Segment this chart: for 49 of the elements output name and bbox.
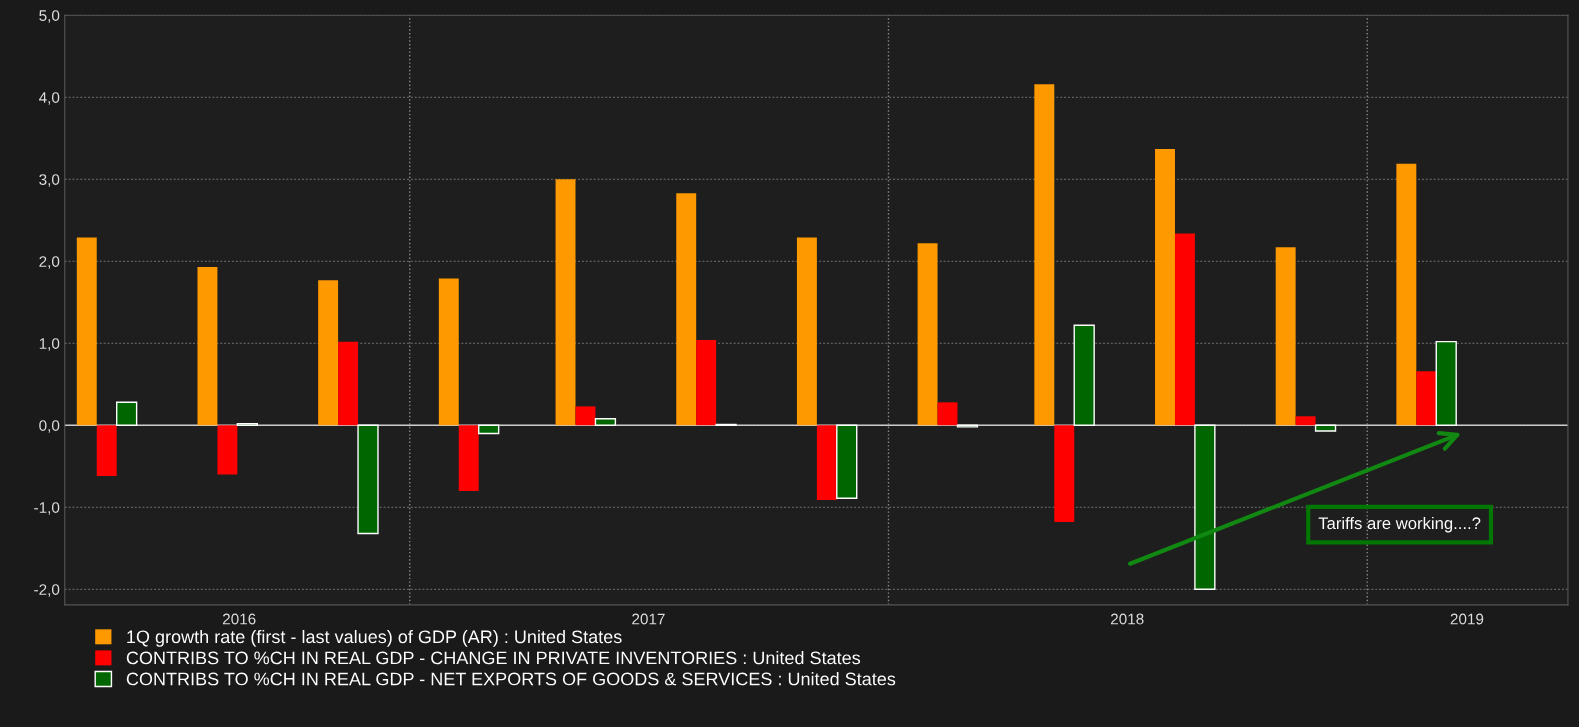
bar xyxy=(96,425,117,477)
legend-label: CONTRIBS TO %CH IN REAL GDP - CHANGE IN PRIVATE INVENTORIES : United States xyxy=(126,651,861,665)
bar xyxy=(937,402,958,426)
x-tick-label: 2017 xyxy=(632,613,665,625)
x-tick-label: 2018 xyxy=(1110,613,1144,625)
bar xyxy=(338,341,359,426)
bar xyxy=(1295,416,1316,426)
y-tick-label: 1,0 xyxy=(39,338,60,351)
bar xyxy=(197,267,218,426)
bar xyxy=(1155,148,1175,426)
x-tick-label: 2016 xyxy=(222,613,256,625)
bar xyxy=(1194,424,1216,590)
y-tick-label: 5,0 xyxy=(39,10,60,23)
bar xyxy=(438,278,459,426)
bar xyxy=(1073,324,1095,426)
bar xyxy=(217,425,238,475)
bar xyxy=(115,401,138,426)
x-tick-label: 2019 xyxy=(1450,613,1484,625)
bar xyxy=(676,193,697,426)
y-tick-label: 0,0 xyxy=(39,420,60,433)
bar xyxy=(696,340,717,426)
y-tick-label: -1,0 xyxy=(34,502,60,515)
bar xyxy=(594,418,617,426)
bar xyxy=(816,425,837,500)
bar xyxy=(1174,233,1195,426)
y-tick-label: 2,0 xyxy=(39,256,60,269)
bar xyxy=(836,424,858,499)
bar xyxy=(1054,425,1075,523)
legend-label: 1Q growth rate (first - last values) of GDP (AR) : United States xyxy=(127,629,622,647)
bar xyxy=(575,406,596,426)
legend-label: CONTRIBS TO %CH IN REAL GDP - NET EXPORTS OF GOODS & SERVICES : United States xyxy=(126,672,896,686)
bar xyxy=(796,237,817,426)
bar xyxy=(1275,247,1296,426)
bar xyxy=(1435,340,1457,426)
bar xyxy=(1034,84,1055,426)
bar xyxy=(318,280,339,426)
bar xyxy=(917,243,938,426)
bar xyxy=(76,237,97,426)
y-tick-label: -2,0 xyxy=(34,584,60,597)
bar xyxy=(458,425,479,491)
bar xyxy=(478,424,500,435)
y-tick-label: 3,0 xyxy=(39,174,60,187)
annotation: Tariffs are working....? xyxy=(1318,516,1481,533)
bar xyxy=(1416,371,1437,426)
bar xyxy=(555,179,576,426)
y-tick-label: 4,0 xyxy=(38,92,60,105)
bar xyxy=(1396,163,1417,426)
bar xyxy=(357,424,379,535)
bar xyxy=(1314,424,1337,432)
